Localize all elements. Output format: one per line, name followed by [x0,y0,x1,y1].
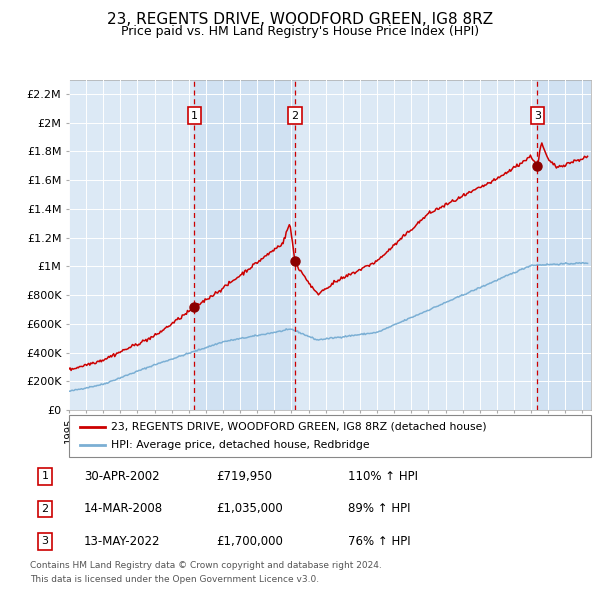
Text: 14-MAR-2008: 14-MAR-2008 [84,502,163,516]
Text: 13-MAY-2022: 13-MAY-2022 [84,535,161,548]
Text: £1,700,000: £1,700,000 [216,535,283,548]
Text: Price paid vs. HM Land Registry's House Price Index (HPI): Price paid vs. HM Land Registry's House … [121,25,479,38]
Bar [538,80,591,410]
Text: 89% ↑ HPI: 89% ↑ HPI [348,502,410,516]
Text: 1: 1 [41,471,49,481]
Text: 23, REGENTS DRIVE, WOODFORD GREEN, IG8 8RZ: 23, REGENTS DRIVE, WOODFORD GREEN, IG8 8… [107,12,493,27]
Text: 1: 1 [191,110,198,120]
Text: £1,035,000: £1,035,000 [216,502,283,516]
Text: 30-APR-2002: 30-APR-2002 [84,470,160,483]
Text: 76% ↑ HPI: 76% ↑ HPI [348,535,410,548]
Text: This data is licensed under the Open Government Licence v3.0.: This data is licensed under the Open Gov… [30,575,319,584]
Text: 110% ↑ HPI: 110% ↑ HPI [348,470,418,483]
Bar [194,80,295,410]
Text: 3: 3 [41,536,49,546]
Text: 2: 2 [292,110,299,120]
Text: Contains HM Land Registry data © Crown copyright and database right 2024.: Contains HM Land Registry data © Crown c… [30,560,382,569]
Text: HPI: Average price, detached house, Redbridge: HPI: Average price, detached house, Redb… [111,440,370,450]
Text: £719,950: £719,950 [216,470,272,483]
Text: 2: 2 [41,504,49,514]
Text: 23, REGENTS DRIVE, WOODFORD GREEN, IG8 8RZ (detached house): 23, REGENTS DRIVE, WOODFORD GREEN, IG8 8… [111,422,487,432]
Text: 3: 3 [534,110,541,120]
